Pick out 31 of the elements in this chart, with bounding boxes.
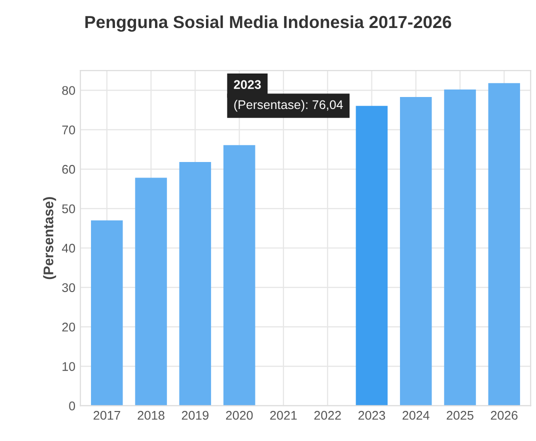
y-tick-label: 60 bbox=[62, 164, 76, 174]
annotation: 2023 bbox=[234, 80, 261, 90]
y-tick-label: 30 bbox=[62, 283, 76, 292]
bar bbox=[179, 162, 212, 406]
bar bbox=[400, 96, 432, 406]
y-tick-label: 80 bbox=[62, 86, 76, 95]
annotation: (Persentase): 76,04 bbox=[234, 100, 343, 112]
x-tick-label: 2021 bbox=[270, 410, 297, 420]
y-tick-label: 50 bbox=[62, 204, 76, 214]
x-tick-label: 2026 bbox=[490, 410, 518, 420]
bar bbox=[223, 145, 256, 406]
y-tick-label: 0 bbox=[69, 402, 76, 410]
bar bbox=[356, 106, 388, 406]
y-tick-label: 10 bbox=[62, 362, 76, 371]
bar bbox=[488, 83, 520, 406]
y-axis-title: (Persentase) bbox=[43, 197, 56, 280]
x-tick-label: 2022 bbox=[314, 410, 341, 420]
bar bbox=[90, 220, 123, 406]
x-tick-label: 2017 bbox=[94, 410, 120, 420]
y-tick-label: 40 bbox=[62, 244, 76, 253]
y-tick-label: 70 bbox=[62, 126, 76, 134]
x-tick-label: 2019 bbox=[182, 410, 208, 420]
x-tick-label: 2023 bbox=[358, 410, 386, 420]
x-tick-label: 2018 bbox=[138, 410, 164, 420]
bar bbox=[444, 89, 476, 406]
y-tick-label: 20 bbox=[62, 322, 76, 332]
x-tick-label: 2025 bbox=[446, 410, 474, 420]
x-tick-label: 2024 bbox=[402, 410, 430, 420]
x-tick-label: 2020 bbox=[226, 410, 253, 420]
chart-title: Pengguna Sosial Media Indonesia 2017-2026 bbox=[85, 15, 452, 32]
bar bbox=[135, 178, 167, 406]
